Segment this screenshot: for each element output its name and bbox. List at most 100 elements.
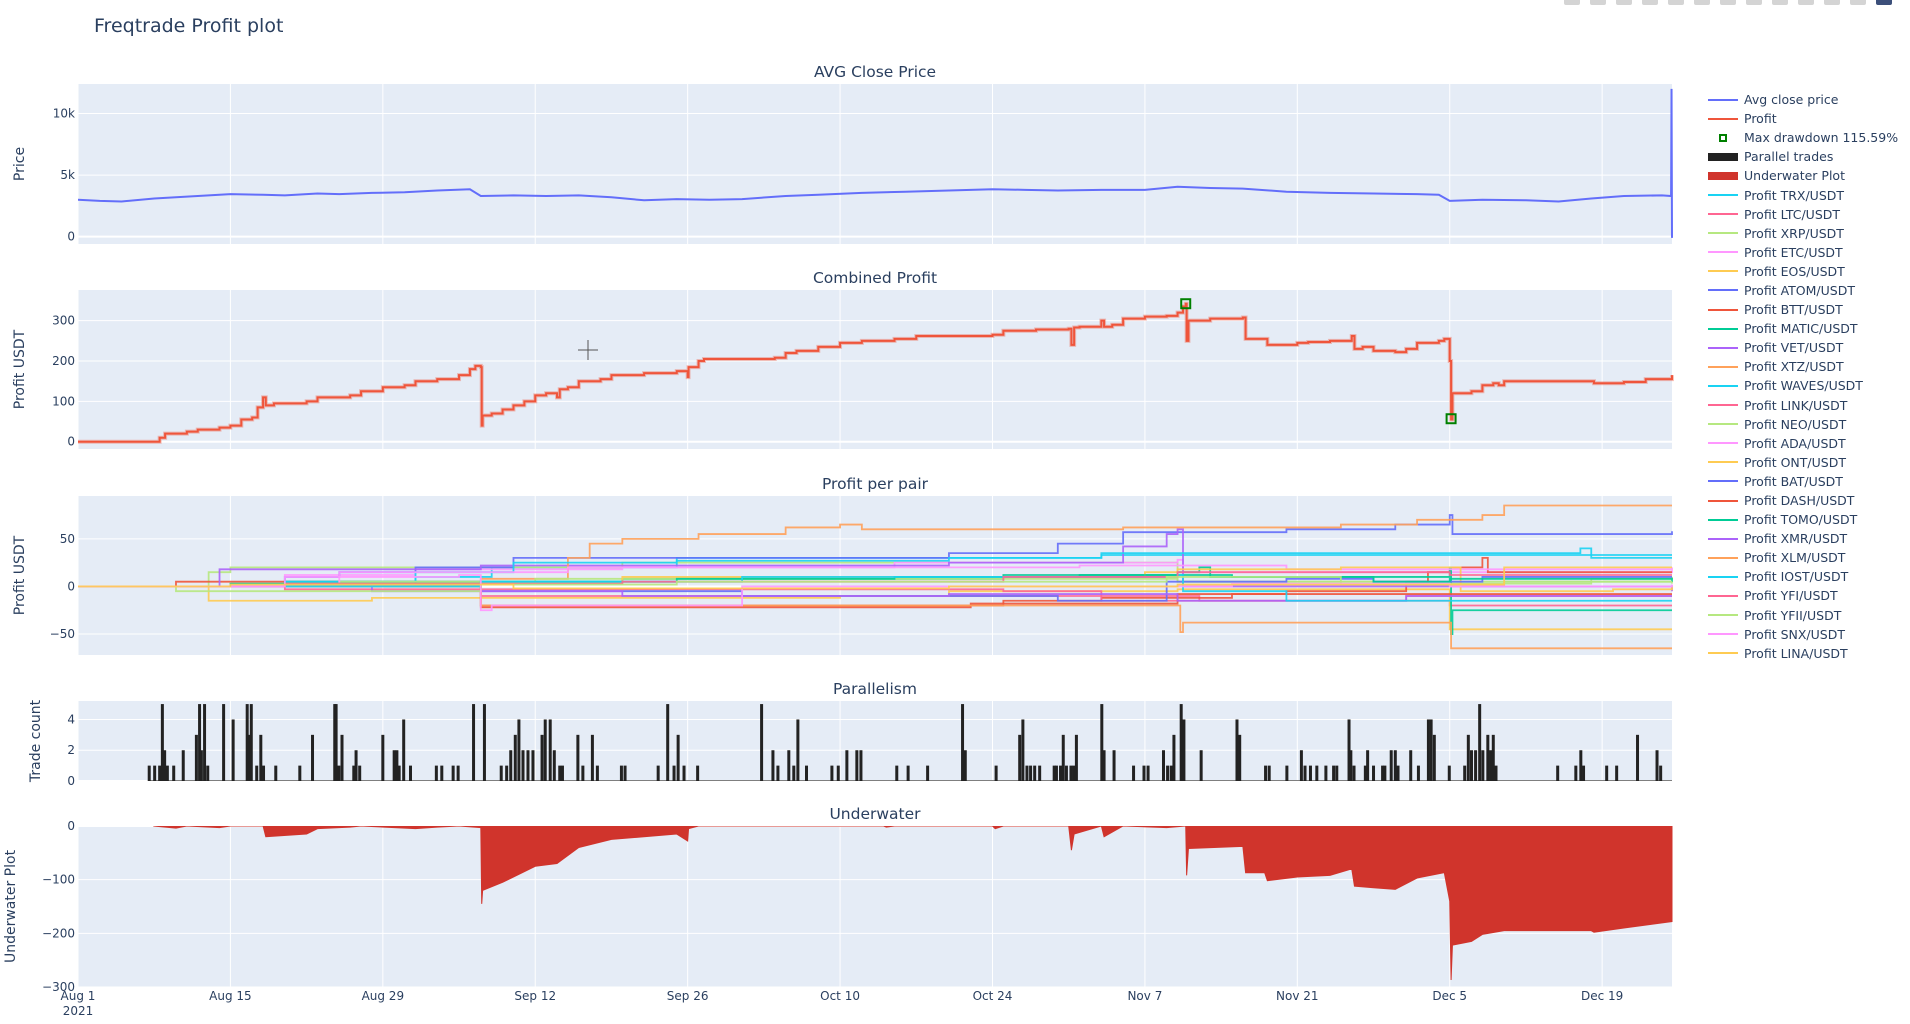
legend-item-profit-eos-usdt[interactable]: Profit EOS/USDT	[1708, 262, 1898, 281]
spike-lines-icon[interactable]	[1798, 0, 1814, 5]
reset-axes-icon[interactable]	[1772, 0, 1788, 5]
plot-area[interactable]	[78, 701, 1672, 781]
zoom-out-icon[interactable]	[1720, 0, 1736, 5]
legend-item-underwater-plot[interactable]: Underwater Plot	[1708, 166, 1898, 185]
y-tick-label: 0	[67, 819, 75, 833]
plot-area[interactable]	[78, 84, 1672, 244]
hover-compare-icon[interactable]	[1850, 0, 1866, 5]
parallel-bar	[472, 704, 476, 781]
hover-closest-icon[interactable]	[1824, 0, 1840, 5]
parallel-bar	[160, 704, 164, 781]
parallel-bar	[656, 765, 660, 781]
legend-item-profit-xlm-usdt[interactable]: Profit XLM/USDT	[1708, 548, 1898, 567]
plotly-logo-icon[interactable]	[1876, 0, 1892, 5]
legend-label: Profit ETC/USDT	[1744, 244, 1843, 260]
legend-item-profit-tomo-usdt[interactable]: Profit TOMO/USDT	[1708, 510, 1898, 529]
autoscale-icon[interactable]	[1746, 0, 1762, 5]
parallel-bar	[1349, 750, 1353, 781]
parallel-bar	[895, 765, 899, 781]
legend-item-profit-xmr-usdt[interactable]: Profit XMR/USDT	[1708, 529, 1898, 548]
parallel-bar	[408, 765, 412, 781]
parallel-bar	[1315, 765, 1319, 781]
legend-item-max-drawdown-115-59-[interactable]: Max drawdown 115.59%	[1708, 128, 1898, 147]
legend-label: Profit EOS/USDT	[1744, 263, 1845, 279]
parallel-bar	[855, 750, 859, 781]
zoom-in-icon[interactable]	[1694, 0, 1710, 5]
parallel-bar	[1179, 704, 1183, 781]
parallel-bar	[1324, 765, 1328, 781]
line-swatch-icon	[1708, 572, 1738, 582]
parallel-bar	[1655, 750, 1659, 781]
legend-label: Profit YFI/USDT	[1744, 588, 1838, 604]
legend-item-profit-trx-usdt[interactable]: Profit TRX/USDT	[1708, 185, 1898, 204]
legend-item-profit-snx-usdt[interactable]: Profit SNX/USDT	[1708, 625, 1898, 644]
legend-item-profit-btt-usdt[interactable]: Profit BTT/USDT	[1708, 300, 1898, 319]
box-select-icon[interactable]	[1642, 0, 1658, 5]
lasso-icon[interactable]	[1668, 0, 1684, 5]
x-tick-label: Aug 1	[61, 989, 96, 1003]
subplot-combined-profit[interactable]: 0 100 200 300 Combined Profit Profit USDT	[12, 269, 1674, 449]
subplot-title: AVG Close Price	[814, 63, 936, 81]
legend-item-profit-bat-usdt[interactable]: Profit BAT/USDT	[1708, 472, 1898, 491]
legend-item-profit-yfi-usdt[interactable]: Profit YFI/USDT	[1708, 586, 1898, 605]
parallel-bar	[451, 765, 455, 781]
legend-item-profit[interactable]: Profit	[1708, 109, 1898, 128]
legend-item-profit-ada-usdt[interactable]: Profit ADA/USDT	[1708, 434, 1898, 453]
parallel-bar	[222, 704, 226, 781]
parallel-bar	[354, 750, 358, 781]
line-swatch-icon	[1708, 228, 1738, 238]
legend-item-profit-ltc-usdt[interactable]: Profit LTC/USDT	[1708, 205, 1898, 224]
parallel-bar	[1389, 750, 1393, 781]
legend-item-avg-close-price[interactable]: Avg close price	[1708, 90, 1898, 109]
subplot-parallelism[interactable]: 0 2 4 Parallelism Trade count	[28, 680, 1672, 788]
y-tick-label: 200	[52, 354, 75, 368]
legend-item-parallel-trades[interactable]: Parallel trades	[1708, 147, 1898, 166]
parallel-bar	[1267, 765, 1271, 781]
legend-label: Profit TOMO/USDT	[1744, 512, 1858, 528]
subplot-profit-per-pair[interactable]: −50 0 50 Profit per pair Profit USDT	[12, 475, 1673, 655]
legend-label: Profit BTT/USDT	[1744, 302, 1843, 318]
legend-item-profit-vet-usdt[interactable]: Profit VET/USDT	[1708, 338, 1898, 357]
legend-item-profit-etc-usdt[interactable]: Profit ETC/USDT	[1708, 243, 1898, 262]
line-swatch-icon	[1708, 515, 1738, 525]
y-axis-label: Underwater Plot	[3, 849, 19, 963]
legend-item-profit-link-usdt[interactable]: Profit LINK/USDT	[1708, 396, 1898, 415]
legend-item-profit-xrp-usdt[interactable]: Profit XRP/USDT	[1708, 224, 1898, 243]
line-swatch-icon	[1708, 305, 1738, 315]
parallel-bar	[1463, 765, 1467, 781]
subplot-underwater[interactable]: −300 −200 −100 0 Underwater Underwater Plot	[3, 805, 1673, 994]
parallel-bar	[672, 765, 676, 781]
parallel-bar	[1061, 734, 1065, 781]
camera-icon[interactable]	[1564, 0, 1580, 5]
legend-item-profit-lina-usdt[interactable]: Profit LINA/USDT	[1708, 644, 1898, 663]
parallel-bar	[1303, 765, 1307, 781]
parallel-bar	[1409, 750, 1413, 781]
parallel-bar	[1432, 734, 1436, 781]
legend-item-profit-matic-usdt[interactable]: Profit MATIC/USDT	[1708, 319, 1898, 338]
x-tick-label: Oct 10	[820, 989, 860, 1003]
legend-item-profit-dash-usdt[interactable]: Profit DASH/USDT	[1708, 491, 1898, 510]
subplot-avg-close-price[interactable]: 0 5k 10k AVG Close Price Price	[12, 63, 1673, 244]
parallel-bar	[255, 765, 259, 781]
legend-item-profit-iost-usdt[interactable]: Profit IOST/USDT	[1708, 567, 1898, 586]
plot-area[interactable]	[78, 290, 1672, 449]
pan-icon[interactable]	[1616, 0, 1632, 5]
parallel-bar	[558, 765, 562, 781]
y-axis-label: Price	[12, 147, 28, 181]
legend-item-profit-yfii-usdt[interactable]: Profit YFII/USDT	[1708, 606, 1898, 625]
legend-item-profit-neo-usdt[interactable]: Profit NEO/USDT	[1708, 415, 1898, 434]
profit-vet-usdt-line	[78, 528, 1673, 592]
legend-item-profit-waves-usdt[interactable]: Profit WAVES/USDT	[1708, 376, 1898, 395]
parallel-bar	[859, 750, 863, 781]
y-tick-label: −300	[42, 980, 75, 994]
legend-item-profit-ont-usdt[interactable]: Profit ONT/USDT	[1708, 453, 1898, 472]
parallel-bar	[926, 765, 930, 781]
legend-label: Profit WAVES/USDT	[1744, 378, 1863, 394]
parallel-bar	[1142, 765, 1146, 781]
legend-item-profit-xtz-usdt[interactable]: Profit XTZ/USDT	[1708, 357, 1898, 376]
zoom-icon[interactable]	[1590, 0, 1606, 5]
parallel-bar	[1182, 719, 1186, 781]
parallel-bar	[540, 734, 544, 781]
legend-item-profit-atom-usdt[interactable]: Profit ATOM/USDT	[1708, 281, 1898, 300]
line-swatch-icon	[1708, 496, 1738, 506]
